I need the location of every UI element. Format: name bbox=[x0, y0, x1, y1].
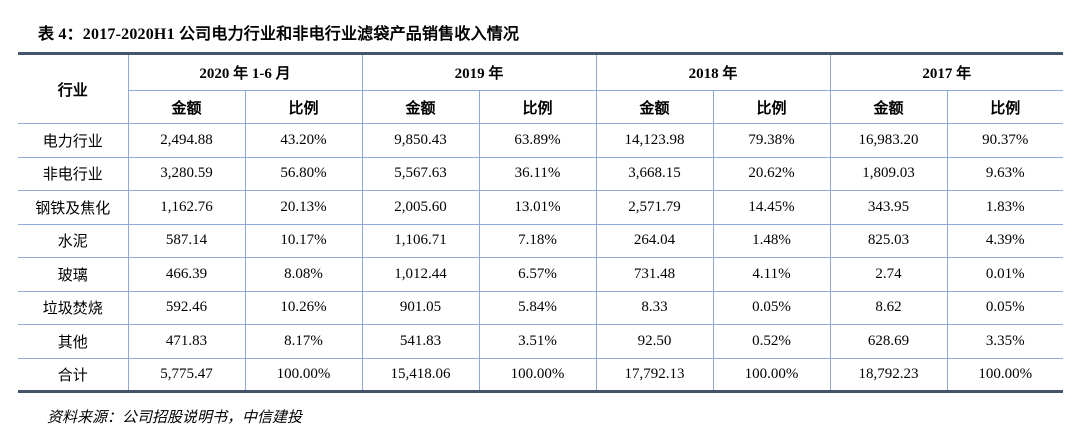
header-amount-2020h1: 金额 bbox=[128, 90, 246, 124]
table-cell: 90.37% bbox=[946, 123, 1064, 158]
table-cell: 56.80% bbox=[244, 156, 363, 191]
table-cell: 2,494.88 bbox=[127, 123, 246, 158]
table-cell: 10.17% bbox=[244, 223, 363, 258]
table-cell: 901.05 bbox=[361, 290, 480, 325]
table-cell: 731.48 bbox=[595, 257, 714, 292]
table-cell: 4.11% bbox=[712, 257, 831, 292]
table-cell: 587.14 bbox=[127, 223, 246, 258]
table-cell: 8.17% bbox=[244, 324, 363, 359]
header-year-2018: 2018 年 bbox=[595, 53, 831, 91]
header-ratio-2017: 比例 bbox=[946, 90, 1064, 124]
table-cell: 17,792.13 bbox=[595, 357, 714, 392]
table-cell: 5,775.47 bbox=[127, 357, 246, 392]
table-row-steel-coking: 钢铁及焦化 1,162.76 20.13% 2,005.60 13.01% 2,… bbox=[18, 190, 1064, 225]
table-cell: 100.00% bbox=[946, 357, 1064, 392]
table-cell: 1,012.44 bbox=[361, 257, 480, 292]
table-cell: 1.48% bbox=[712, 223, 831, 258]
sales-revenue-table: 行业 2020 年 1-6 月 2019 年 2018 年 2017 年 金额 … bbox=[18, 52, 1064, 393]
header-year-2019: 2019 年 bbox=[361, 53, 597, 91]
row-label: 非电行业 bbox=[18, 156, 129, 191]
table-cell: 2,005.60 bbox=[361, 190, 480, 225]
table-cell: 4.39% bbox=[946, 223, 1064, 258]
table-cell: 10.26% bbox=[244, 290, 363, 325]
table-cell: 79.38% bbox=[712, 123, 831, 158]
table-cell: 466.39 bbox=[127, 257, 246, 292]
table-cell: 592.46 bbox=[127, 290, 246, 325]
table-cell: 0.05% bbox=[946, 290, 1064, 325]
header-industry: 行业 bbox=[18, 53, 129, 124]
table-cell: 14,123.98 bbox=[595, 123, 714, 158]
table-cell: 20.13% bbox=[244, 190, 363, 225]
table-cell: 9.63% bbox=[946, 156, 1064, 191]
table-row-other: 其他 471.83 8.17% 541.83 3.51% 92.50 0.52%… bbox=[18, 324, 1064, 359]
table-cell: 1.83% bbox=[946, 190, 1064, 225]
table-cell: 0.52% bbox=[712, 324, 831, 359]
table-cell: 8.33 bbox=[595, 290, 714, 325]
table-cell: 20.62% bbox=[712, 156, 831, 191]
table-cell: 3,668.15 bbox=[595, 156, 714, 191]
header-ratio-2018: 比例 bbox=[712, 90, 831, 124]
row-label: 水泥 bbox=[18, 223, 129, 258]
header-sub-row: 金额 比例 金额 比例 金额 比例 金额 比例 bbox=[18, 90, 1064, 124]
header-year-2020h1: 2020 年 1-6 月 bbox=[127, 53, 363, 91]
row-label: 玻璃 bbox=[18, 257, 129, 292]
header-amount-2018: 金额 bbox=[595, 90, 714, 124]
table-row-power: 电力行业 2,494.88 43.20% 9,850.43 63.89% 14,… bbox=[18, 123, 1064, 158]
source-note: 资料来源：公司招股说明书，中信建投 bbox=[47, 410, 303, 426]
table-cell: 628.69 bbox=[829, 324, 948, 359]
table-cell: 15,418.06 bbox=[361, 357, 480, 392]
table-cell: 8.62 bbox=[829, 290, 948, 325]
table-cell: 0.05% bbox=[712, 290, 831, 325]
table-cell: 1,106.71 bbox=[361, 223, 480, 258]
table-cell: 14.45% bbox=[712, 190, 831, 225]
table-cell: 100.00% bbox=[712, 357, 831, 392]
table-cell: 13.01% bbox=[478, 190, 597, 225]
header-ratio-2020h1: 比例 bbox=[244, 90, 363, 124]
header-year-row: 行业 2020 年 1-6 月 2019 年 2018 年 2017 年 bbox=[18, 53, 1064, 124]
table-cell: 264.04 bbox=[595, 223, 714, 258]
header-year-2017: 2017 年 bbox=[829, 53, 1064, 91]
table-cell: 2.74 bbox=[829, 257, 948, 292]
table-cell: 36.11% bbox=[478, 156, 597, 191]
header-amount-2019: 金额 bbox=[361, 90, 480, 124]
table-cell: 2,571.79 bbox=[595, 190, 714, 225]
row-label: 其他 bbox=[18, 324, 129, 359]
table-cell: 92.50 bbox=[595, 324, 714, 359]
table-cell: 7.18% bbox=[478, 223, 597, 258]
table-cell: 100.00% bbox=[478, 357, 597, 392]
table-cell: 6.57% bbox=[478, 257, 597, 292]
row-label: 合计 bbox=[18, 357, 129, 392]
table-cell: 43.20% bbox=[244, 123, 363, 158]
table-cell: 8.08% bbox=[244, 257, 363, 292]
table-row-waste-incineration: 垃圾焚烧 592.46 10.26% 901.05 5.84% 8.33 0.0… bbox=[18, 290, 1064, 325]
header-amount-2017: 金额 bbox=[829, 90, 948, 124]
table-row-total: 合计 5,775.47 100.00% 15,418.06 100.00% 17… bbox=[18, 357, 1064, 392]
table-cell: 3,280.59 bbox=[127, 156, 246, 191]
header-ratio-2019: 比例 bbox=[478, 90, 597, 124]
table-cell: 5.84% bbox=[478, 290, 597, 325]
table-cell: 541.83 bbox=[361, 324, 480, 359]
table-row-glass: 玻璃 466.39 8.08% 1,012.44 6.57% 731.48 4.… bbox=[18, 257, 1064, 292]
table-row-nonpower: 非电行业 3,280.59 56.80% 5,567.63 36.11% 3,6… bbox=[18, 156, 1064, 191]
table-cell: 5,567.63 bbox=[361, 156, 480, 191]
table-cell: 100.00% bbox=[244, 357, 363, 392]
table-cell: 63.89% bbox=[478, 123, 597, 158]
table-cell: 3.35% bbox=[946, 324, 1064, 359]
table-cell: 343.95 bbox=[829, 190, 948, 225]
table-row-cement: 水泥 587.14 10.17% 1,106.71 7.18% 264.04 1… bbox=[18, 223, 1064, 258]
table-cell: 3.51% bbox=[478, 324, 597, 359]
table-cell: 825.03 bbox=[829, 223, 948, 258]
table-title: 表 4：2017-2020H1 公司电力行业和非电行业滤袋产品销售收入情况 bbox=[38, 26, 520, 43]
table-cell: 471.83 bbox=[127, 324, 246, 359]
table-cell: 9,850.43 bbox=[361, 123, 480, 158]
table-cell: 1,162.76 bbox=[127, 190, 246, 225]
table-cell: 0.01% bbox=[946, 257, 1064, 292]
table-cell: 16,983.20 bbox=[829, 123, 948, 158]
row-label: 垃圾焚烧 bbox=[18, 290, 129, 325]
row-label: 钢铁及焦化 bbox=[18, 190, 129, 225]
table-cell: 1,809.03 bbox=[829, 156, 948, 191]
row-label: 电力行业 bbox=[18, 123, 129, 158]
table-cell: 18,792.23 bbox=[829, 357, 948, 392]
